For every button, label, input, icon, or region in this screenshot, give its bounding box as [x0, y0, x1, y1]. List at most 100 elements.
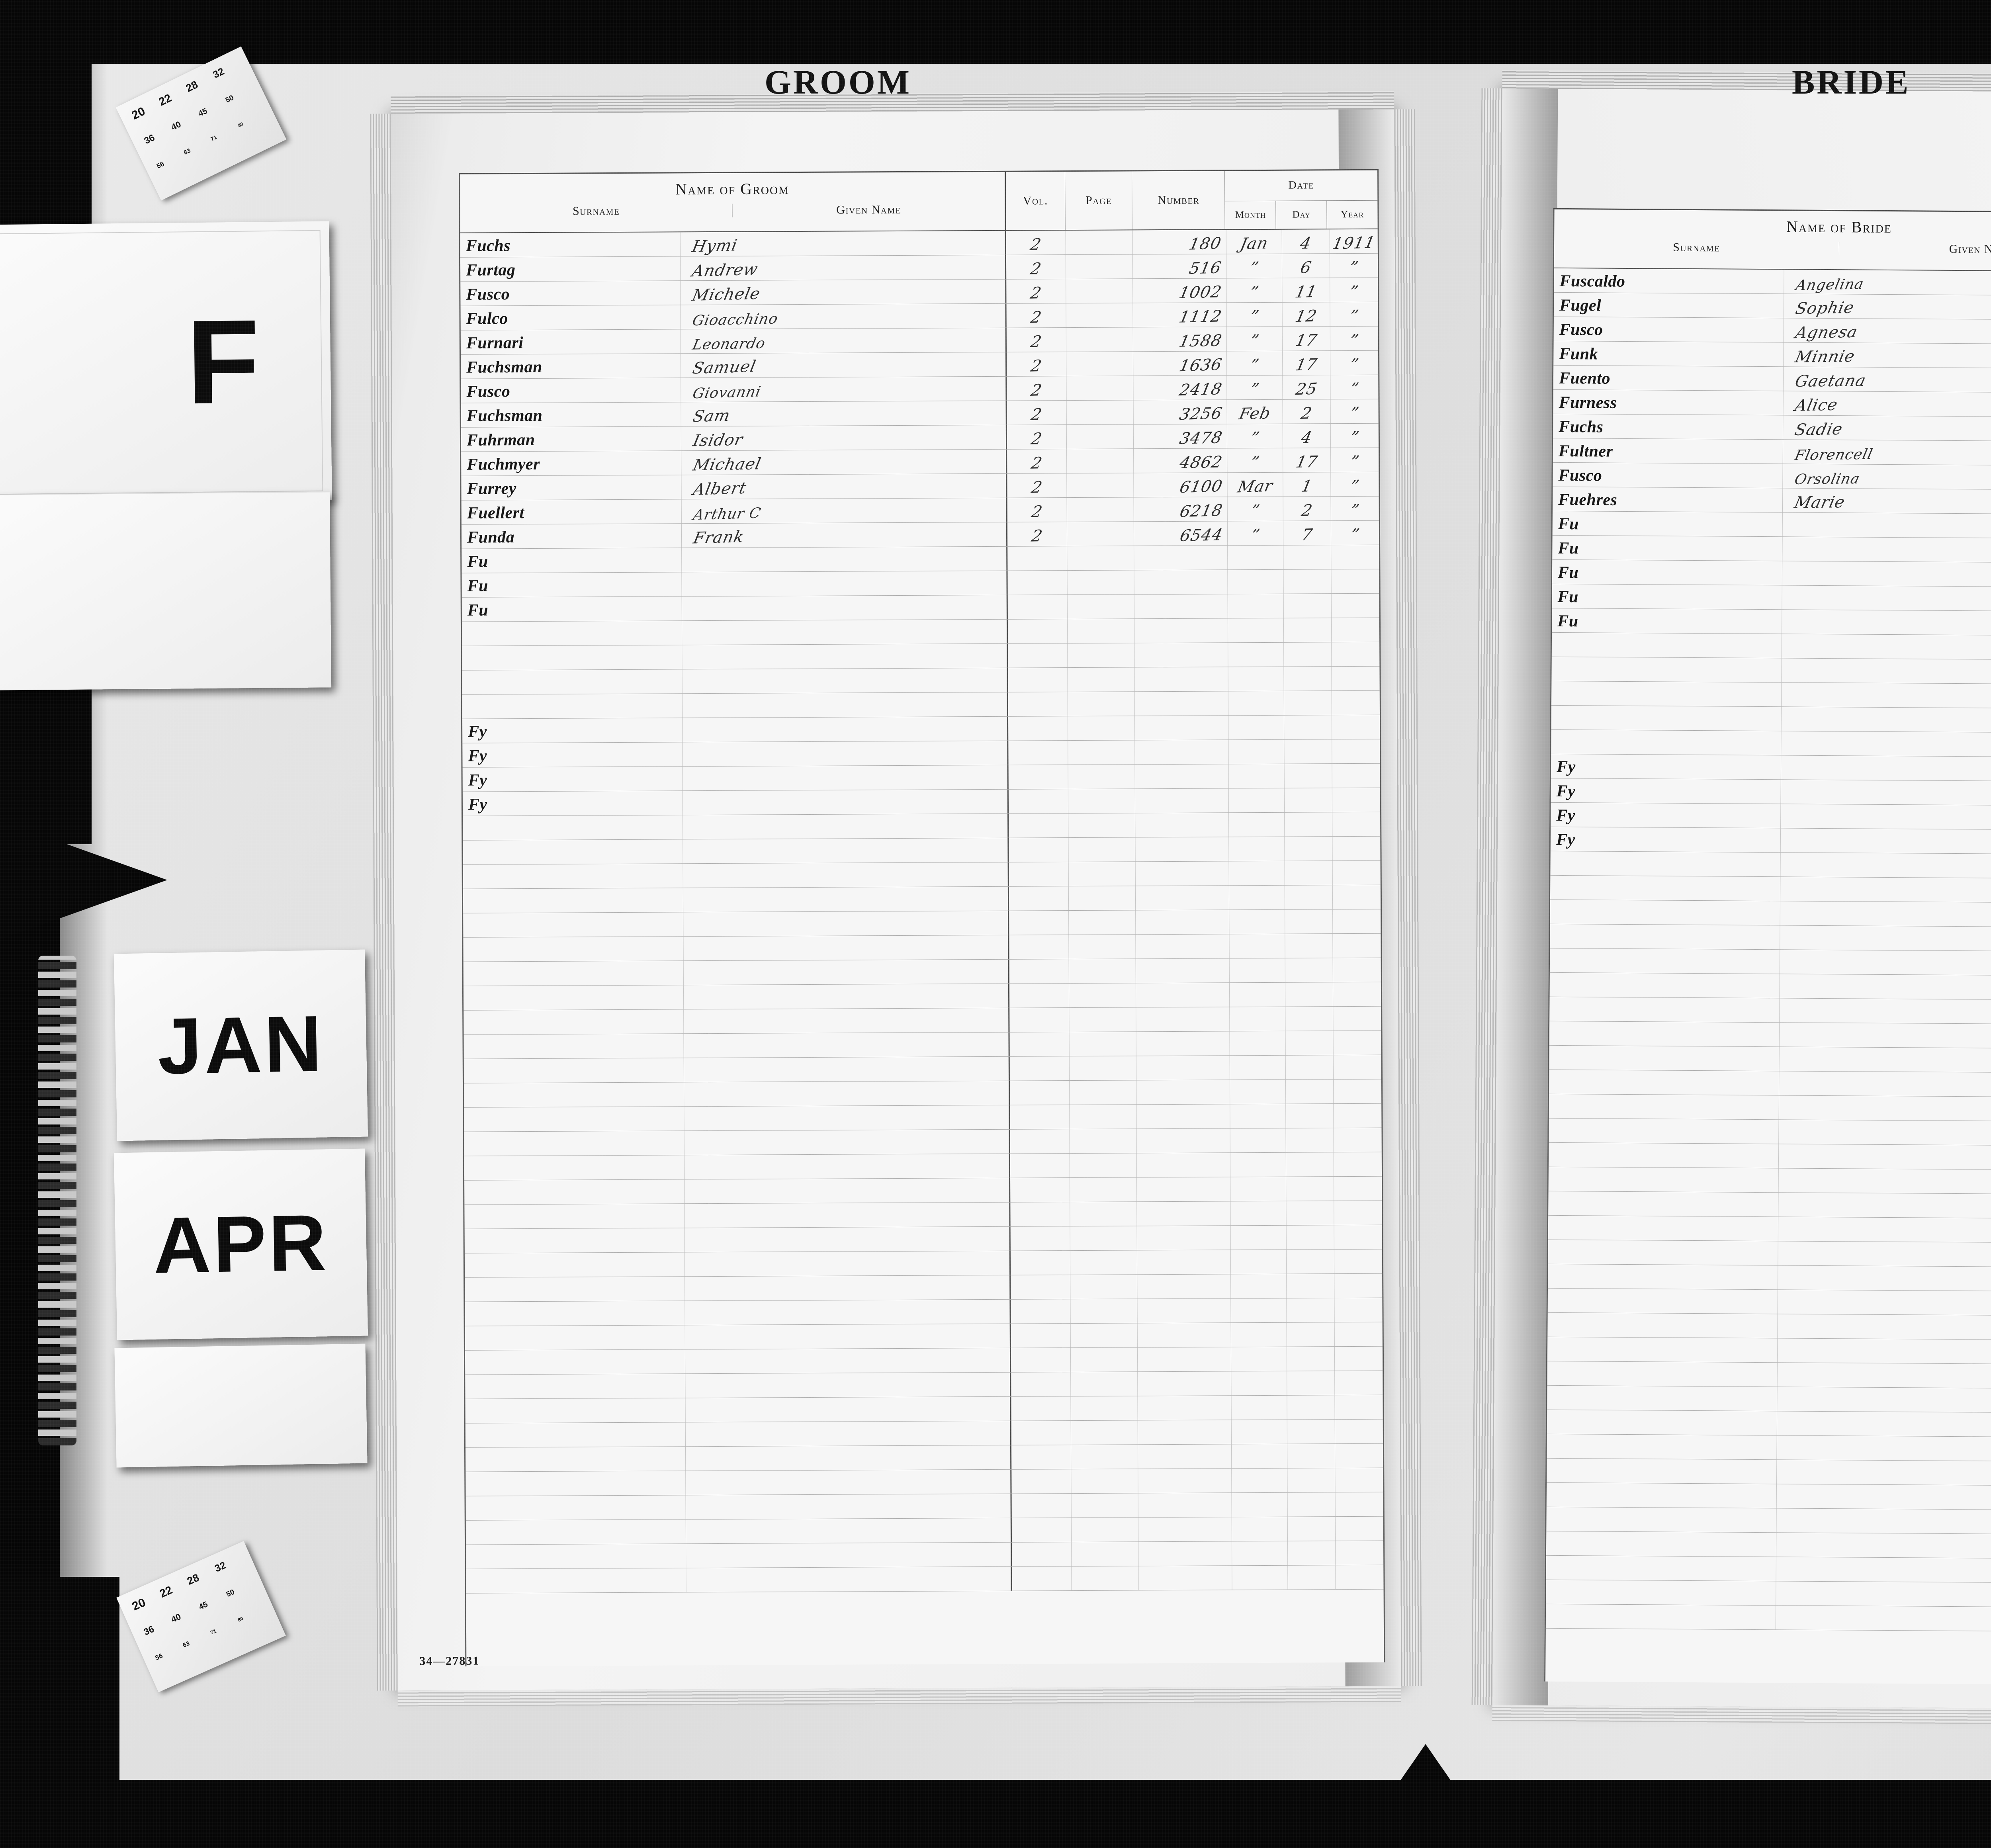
table-row[interactable] [463, 885, 1381, 913]
cell-number [1135, 886, 1229, 910]
cell-month [1232, 1565, 1288, 1590]
cell-page [1069, 983, 1136, 1008]
cell-surname: Fuchs [460, 232, 681, 257]
cell-given-name: Sadie [1783, 415, 1991, 442]
table-row[interactable] [465, 1443, 1383, 1472]
table-row[interactable] [465, 1322, 1383, 1351]
cell-page [1067, 570, 1134, 595]
table-row[interactable] [463, 958, 1381, 986]
printed-surname-guide: Fy [1556, 782, 1576, 801]
cell-vol [1011, 1421, 1071, 1445]
table-row[interactable] [465, 1516, 1384, 1545]
resolution-bar-group: 32 [213, 1556, 239, 1580]
cell-vol [1009, 984, 1069, 1008]
cell-day [1287, 1322, 1335, 1347]
cell-year: ” [1331, 448, 1379, 472]
table-row[interactable] [463, 982, 1381, 1011]
table-row[interactable]: Furrey Albert 2 6100 Mar 1 ” [461, 472, 1379, 501]
table-row[interactable] [464, 1055, 1381, 1083]
table-row[interactable]: Fusco Giovanni 2 2418 ” 25 ” [461, 375, 1379, 403]
table-row[interactable]: Fuchmyer Michael 2 4862 ” 17 ” [461, 448, 1379, 476]
table-row[interactable] [464, 1031, 1381, 1059]
table-row[interactable] [463, 933, 1381, 962]
table-row[interactable]: Fuchs Hymi 2 180 Jan 4 1911 [460, 229, 1378, 258]
table-row[interactable] [464, 1079, 1382, 1108]
table-row[interactable]: Fuhrman Isidor 2 3478 ” 4 ” [461, 423, 1379, 452]
resolution-bars-horizontal [174, 1625, 176, 1629]
cell-surname [1549, 1021, 1780, 1047]
cell-year [1333, 861, 1381, 885]
table-row[interactable] [466, 1541, 1384, 1569]
table-row[interactable] [463, 836, 1381, 865]
table-row[interactable] [465, 1298, 1383, 1326]
resolution-bar-group: 22 [158, 1580, 186, 1607]
cell-month [1230, 1225, 1287, 1250]
handwritten-entry: 1112 [1177, 307, 1224, 327]
cell-year [1335, 1322, 1383, 1347]
cell-surname [464, 1155, 685, 1180]
cell-day [1285, 909, 1333, 934]
printed-surname-guide: Fu [1557, 563, 1579, 582]
handwritten-entry: ” [1249, 453, 1261, 472]
table-row[interactable]: Fy [462, 788, 1381, 816]
table-row[interactable]: Fu [462, 545, 1379, 573]
groom-given-name-column-header: Given Name [836, 203, 901, 217]
cell-page [1070, 1177, 1137, 1202]
cell-number [1134, 643, 1228, 667]
table-row[interactable] [465, 1273, 1383, 1302]
table-row[interactable] [464, 1128, 1382, 1156]
cell-given-name [1782, 585, 1991, 612]
table-row[interactable] [462, 690, 1380, 719]
cell-surname [1548, 1167, 1779, 1193]
table-row[interactable]: Fuchsman Sam 2 3256 Feb 2 ” [461, 399, 1379, 428]
table-row[interactable] [462, 642, 1380, 671]
table-row[interactable] [464, 1006, 1381, 1035]
table-row[interactable] [465, 1419, 1383, 1448]
table-row[interactable] [463, 909, 1381, 938]
cell-given-name [1778, 1314, 1991, 1340]
table-row[interactable] [1545, 1604, 1991, 1635]
table-row[interactable] [464, 1176, 1382, 1205]
table-row[interactable]: Funda Frank 2 6544 ” 7 ” [461, 520, 1379, 549]
table-row[interactable] [465, 1346, 1383, 1375]
table-row[interactable]: Fuchsman Samuel 2 1636 ” 17 ” [461, 350, 1379, 379]
table-row[interactable] [463, 860, 1381, 889]
cell-year [1334, 1031, 1381, 1055]
table-row[interactable] [465, 1492, 1383, 1521]
table-row[interactable]: Furtag Andrew 2 516 ” 6 ” [460, 253, 1378, 282]
cell-given-name: Orsolina [1783, 464, 1991, 490]
table-row[interactable] [464, 1225, 1382, 1254]
table-row[interactable] [464, 1103, 1382, 1132]
printed-surname-guide: Fuchs [465, 237, 511, 255]
table-row[interactable] [463, 812, 1381, 841]
cell-day: 4 [1283, 424, 1331, 448]
table-row[interactable]: Fu [462, 593, 1379, 622]
table-row[interactable] [465, 1371, 1383, 1399]
table-row[interactable] [466, 1565, 1384, 1594]
table-row[interactable] [465, 1468, 1383, 1496]
table-row[interactable] [462, 666, 1380, 695]
table-row[interactable] [464, 1201, 1382, 1229]
table-row[interactable] [465, 1395, 1383, 1424]
cell-surname: Furtag [460, 256, 681, 282]
table-row[interactable] [464, 1249, 1383, 1278]
table-row[interactable]: Fu [462, 569, 1379, 598]
cell-surname: Fuchmyer [461, 451, 682, 476]
cell-surname: Fy [1550, 827, 1781, 853]
table-row[interactable]: Fy [462, 739, 1380, 768]
cell-month: ” [1226, 278, 1283, 303]
handwritten-entry: Arthur C [692, 505, 763, 524]
cell-vol [1008, 692, 1068, 716]
table-row[interactable] [464, 1152, 1382, 1181]
cell-page [1069, 1105, 1137, 1129]
cell-surname [1546, 1555, 1777, 1581]
table-row[interactable]: Fy [462, 715, 1380, 743]
cell-month [1230, 1274, 1287, 1298]
handwritten-entry: ” [1249, 501, 1261, 520]
table-row[interactable]: Fulco Gioacchino 2 1112 ” 12 ” [460, 302, 1378, 330]
table-row[interactable]: Fuellert Arthur C 2 6218 ” 2 ” [461, 496, 1379, 525]
table-row[interactable]: Fy [462, 763, 1380, 792]
table-row[interactable] [462, 618, 1380, 646]
table-row[interactable]: Furnari Leonardo 2 1588 ” 17 ” [460, 326, 1378, 355]
table-row[interactable]: Fusco Michele 2 1002 ” 11 ” [460, 278, 1378, 306]
